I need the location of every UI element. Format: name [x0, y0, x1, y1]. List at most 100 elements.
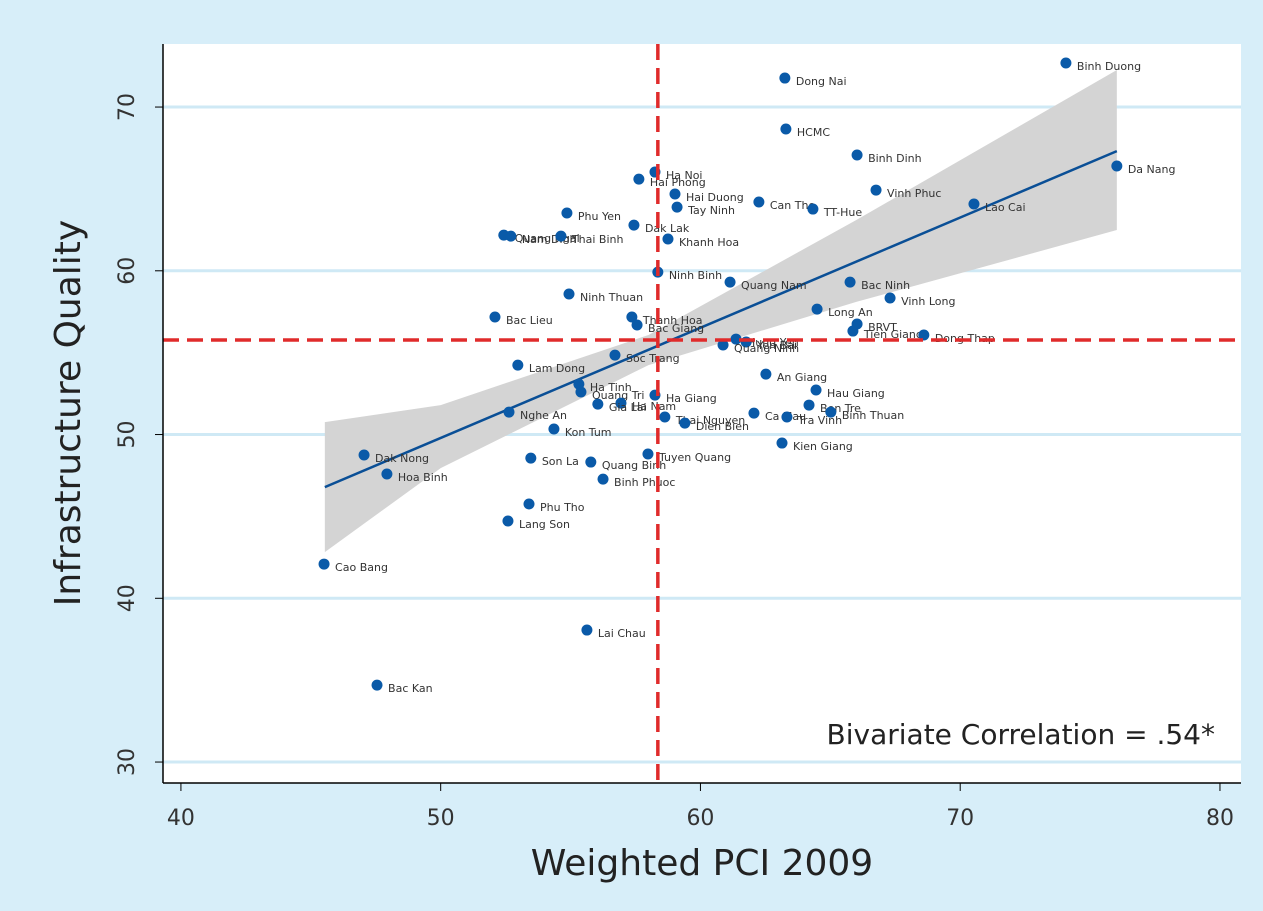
point [803, 399, 815, 411]
point-label: Phu Yen [578, 210, 621, 223]
point-label: Binh Thuan [842, 409, 904, 422]
point-label: Tuyen Quang [658, 451, 731, 464]
point-label: Can Tho [770, 199, 816, 212]
point [489, 311, 501, 323]
point-label: Tay Ninh [687, 204, 735, 217]
point-label: BRVT [868, 321, 897, 334]
point [918, 329, 930, 341]
annotation: Bivariate Correlation = .54* [827, 718, 1215, 751]
point [548, 423, 560, 435]
point-label: Tra Vinh [797, 414, 842, 427]
point [807, 203, 819, 215]
y-tick-label: 30 [115, 748, 140, 776]
point-label: Ninh Binh [669, 269, 722, 282]
point-label: Ha Giang [666, 392, 717, 405]
point-label: Kon Tum [565, 426, 612, 439]
point [628, 219, 640, 231]
point-label: Thai Binh [571, 233, 624, 246]
point-label: Binh Dinh [868, 152, 922, 165]
point-label: Lang Son [519, 518, 570, 531]
point [753, 196, 765, 208]
point-label: Vinh Phuc [887, 187, 941, 200]
point-label: Kien Giang [793, 440, 853, 453]
point [525, 452, 537, 464]
point [512, 359, 524, 371]
x-tick-label: 40 [167, 806, 195, 831]
point-label: Tien Giang [863, 328, 923, 341]
point [502, 515, 514, 527]
point [626, 311, 638, 323]
point [968, 198, 980, 210]
x-tick-label: 80 [1206, 806, 1234, 831]
point [597, 473, 609, 485]
point-label: Lai Chau [598, 627, 646, 640]
point-label: Ha Nam [632, 400, 676, 413]
point [575, 386, 587, 398]
point [581, 624, 593, 636]
point-label: Quang Binh [602, 459, 666, 472]
confidence-band [324, 70, 1117, 553]
point-label: Binh Duong [1077, 60, 1141, 73]
point [592, 398, 604, 410]
point-label: Lam Dong [529, 362, 585, 375]
point [724, 276, 736, 288]
point [851, 149, 863, 161]
point [847, 325, 859, 337]
point [825, 406, 837, 418]
point-label: Hai Phong [650, 176, 706, 189]
x-tick-label: 60 [686, 806, 714, 831]
point [781, 411, 793, 423]
point-label: Hai Duong [686, 191, 744, 204]
point [358, 449, 370, 461]
point [810, 384, 822, 396]
point-label: Dak Lak [645, 222, 690, 235]
point [1060, 57, 1072, 69]
point [870, 184, 882, 196]
point-label: Ha Noi [666, 169, 703, 182]
point-label: An Giang [777, 371, 827, 384]
point-label: Lao Cai [985, 201, 1026, 214]
point [555, 230, 567, 242]
point [561, 207, 573, 219]
point-label: Quang Tri [592, 389, 645, 402]
point-label: Nghe An [520, 409, 567, 422]
point [633, 173, 645, 185]
y-tick-label: 70 [115, 93, 140, 121]
x-axis-title: Weighted PCI 2009 [531, 843, 873, 884]
point [642, 448, 654, 460]
point-label: Dong Nai [796, 75, 847, 88]
point-label: TT-Hue [823, 206, 862, 219]
point [505, 230, 517, 242]
point [523, 498, 535, 510]
point [717, 339, 729, 351]
point [631, 319, 643, 331]
point-label: Thai Nguyen [675, 414, 745, 427]
point-label: Vinh Long [901, 295, 955, 308]
point [748, 407, 760, 419]
point-label: Gia Lai [609, 401, 647, 414]
point [381, 468, 393, 480]
point-label: Hung Yen [747, 336, 799, 349]
point [760, 368, 772, 380]
point-label: Khanh Hoa [679, 236, 739, 249]
point-label: Hoa Binh [398, 471, 448, 484]
x-tick-label: 70 [946, 806, 974, 831]
point-label: Hau Giang [827, 387, 885, 400]
point [371, 679, 383, 691]
y-axis-title: Infrastructure Quality [48, 220, 89, 606]
point [844, 276, 856, 288]
point-label: Long An [828, 306, 873, 319]
fit-line [324, 149, 1118, 489]
y-tick-label: 60 [115, 257, 140, 285]
point-label: Son La [542, 455, 579, 468]
point-label: Dien Bien [696, 420, 749, 433]
point [730, 333, 742, 345]
point-label: Quang Ninh [734, 342, 799, 355]
point [318, 558, 330, 570]
point-label: Bac Kan [388, 682, 433, 695]
point-label: Dak Nong [375, 452, 429, 465]
point [679, 417, 691, 429]
point-label: Binh Phuoc [614, 476, 675, 489]
point-label: Da Nang [1128, 163, 1176, 176]
